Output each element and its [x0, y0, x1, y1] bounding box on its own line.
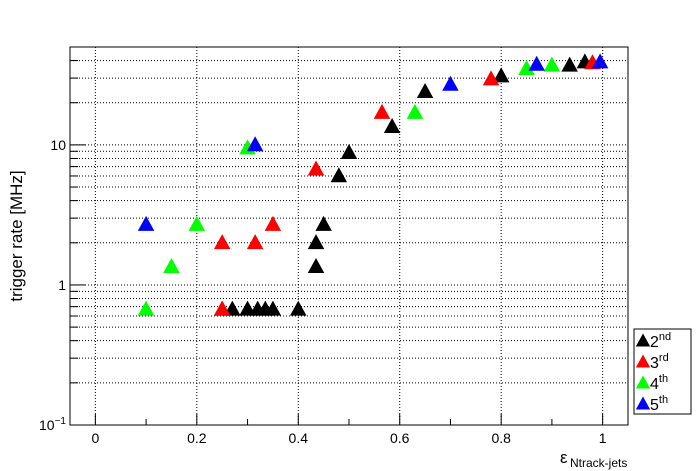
marker-series-2nd — [330, 167, 348, 183]
legend-label-4th: 4th — [650, 373, 668, 393]
marker-series-4th — [543, 56, 561, 72]
x-tick-label: 0.8 — [491, 430, 511, 446]
x-tick-label: 0 — [91, 430, 99, 446]
legend-label-3rd: 3rd — [650, 352, 669, 372]
x-tick-labels: 0 0.2 0.4 0.6 0.8 1 — [91, 430, 606, 446]
marker-series-4th — [163, 257, 180, 273]
legend-marker-5th — [635, 396, 651, 410]
x-axis-title-symbol: ε — [560, 448, 568, 467]
marker-series-2nd — [290, 300, 307, 316]
y-axis-title: trigger rate [MHz] — [7, 170, 26, 301]
marker-series-2nd — [307, 257, 325, 273]
marker-series-3rd — [307, 160, 325, 176]
data-markers — [137, 53, 609, 316]
marker-series-5th — [591, 53, 609, 69]
y-tick-label: 10−1 — [39, 416, 66, 433]
marker-series-3rd — [373, 103, 391, 119]
legend-label-2nd: 2nd — [650, 331, 671, 351]
x-tick-label: 0.6 — [390, 430, 410, 446]
marker-series-5th — [528, 55, 545, 71]
legend-marker-2nd — [635, 333, 651, 347]
marker-series-4th — [188, 215, 206, 231]
x-tick-label: 0.2 — [187, 430, 207, 446]
marker-series-3rd — [246, 234, 264, 250]
marker-series-5th — [246, 136, 264, 152]
marker-series-2nd — [307, 234, 325, 250]
marker-series-3rd — [264, 215, 282, 231]
x-tick-label: 1 — [599, 430, 607, 446]
axis-ticks — [70, 46, 604, 426]
x-tick-label: 0.4 — [289, 430, 309, 446]
marker-series-4th — [518, 59, 535, 75]
marker-series-3rd — [482, 70, 500, 86]
marker-series-4th — [137, 300, 155, 316]
x-axis-title: ε Ntrack-jets — [560, 448, 627, 470]
y-tick-label: 1 — [58, 277, 66, 293]
marker-series-2nd — [492, 67, 510, 83]
marker-series-2nd — [416, 82, 434, 98]
y-tick-label: 10 — [50, 137, 66, 153]
marker-series-5th — [442, 75, 459, 91]
marker-series-2nd — [264, 300, 282, 316]
marker-series-4th — [406, 103, 424, 119]
marker-series-5th — [137, 215, 155, 231]
marker-series-2nd — [315, 215, 332, 231]
marker-series-2nd — [340, 143, 358, 159]
marker-series-3rd — [213, 300, 231, 316]
marker-series-3rd — [213, 234, 231, 250]
x-axis-title-subscript: Ntrack-jets — [570, 456, 627, 470]
y-tick-labels: 10−1 1 10 — [39, 137, 66, 433]
legend-marker-3rd — [635, 354, 651, 368]
legend-marker-4th — [635, 375, 651, 389]
marker-series-2nd — [561, 56, 578, 72]
marker-series-2nd — [383, 117, 401, 133]
legend-label-5th: 5th — [650, 394, 668, 414]
